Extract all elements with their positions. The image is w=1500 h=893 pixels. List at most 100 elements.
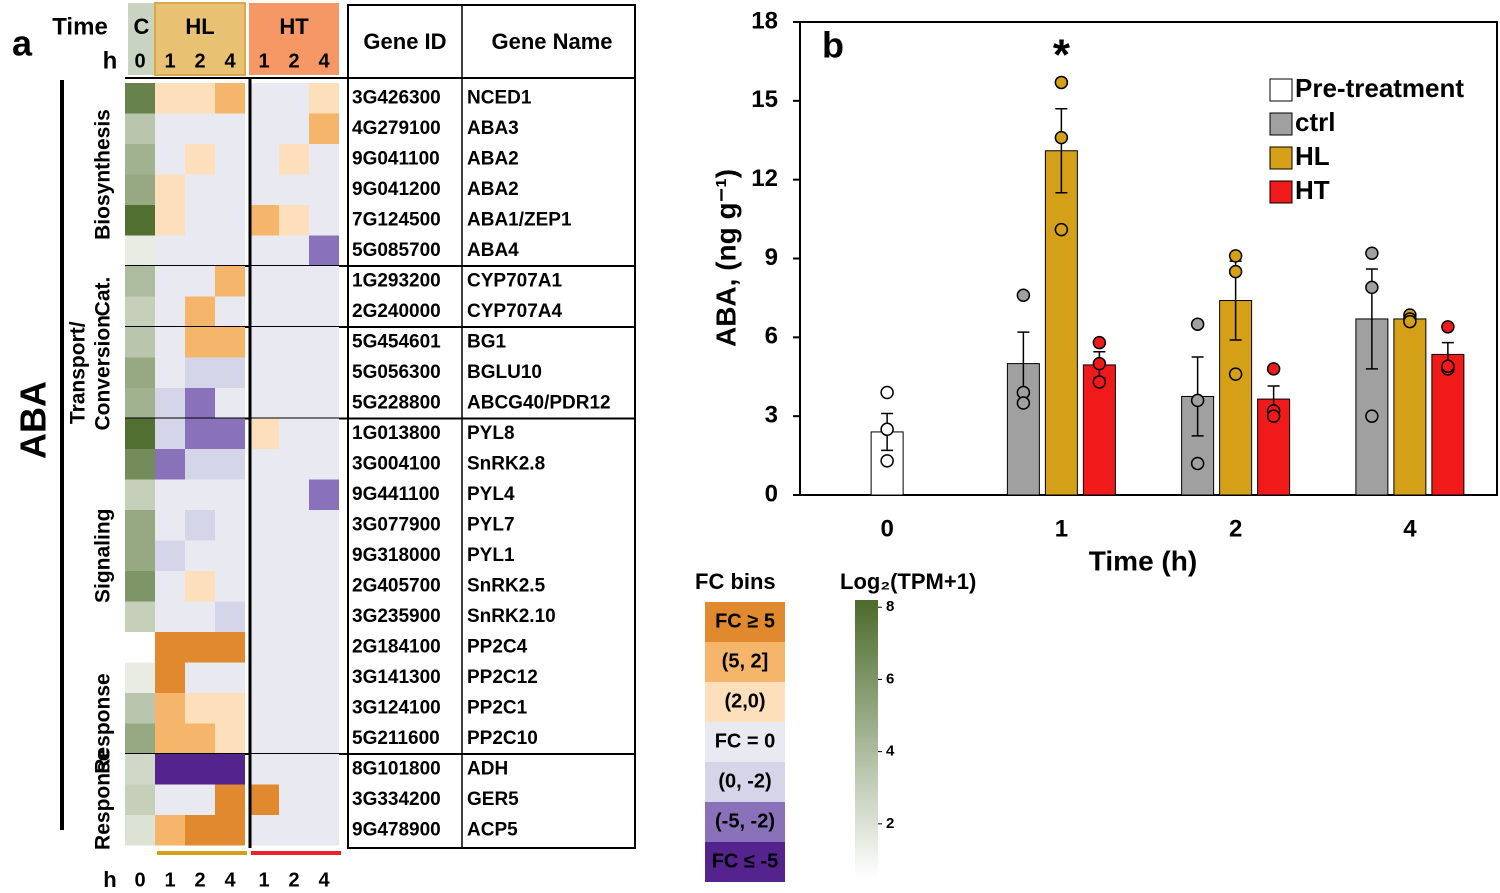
fc-cell (279, 540, 309, 571)
fc-cell (249, 449, 279, 480)
fc-cell (279, 327, 309, 358)
x-tick-label: 1 (1055, 515, 1068, 542)
gene-name: ABA1/ZEP1 (467, 209, 572, 230)
tpm-cell (125, 449, 155, 480)
fc-cell (249, 662, 279, 693)
fc-cell (215, 479, 245, 510)
fc-cell (215, 784, 245, 815)
legend-swatch (1269, 146, 1293, 170)
gene-name: ACP5 (467, 819, 518, 840)
gene-id: 2G405700 (352, 575, 441, 596)
data-point (1092, 375, 1107, 389)
fc-cell (249, 144, 279, 175)
fc-cell (279, 235, 309, 266)
gene-id: 1G293200 (352, 270, 441, 291)
fc-cell (215, 449, 245, 480)
data-point (1266, 409, 1281, 423)
fc-cell (309, 571, 339, 602)
y-tick-label: 15 (751, 86, 778, 113)
gene-name: PP2C10 (467, 728, 538, 749)
data-point (1365, 246, 1379, 260)
gene-id: 3G426300 (352, 87, 441, 108)
fc-cell (309, 418, 339, 449)
fc-cell (309, 205, 339, 236)
gene-name: PP2C12 (467, 667, 538, 688)
fc-cell (249, 266, 279, 297)
gene-id: 3G004100 (352, 453, 441, 474)
tpm-cell (125, 418, 155, 449)
fc-cell (155, 693, 185, 724)
fc-cell (279, 754, 309, 785)
data-point (880, 385, 894, 400)
data-point (1228, 264, 1243, 279)
fc-cell (215, 510, 245, 541)
fc-cell (215, 418, 245, 449)
fc-cell (279, 632, 309, 663)
fc-cell (309, 327, 339, 358)
gene-id: 3G124100 (352, 697, 441, 718)
fc-cell (279, 418, 309, 449)
fc-cell (249, 540, 279, 571)
fc-cell (185, 205, 215, 236)
fc-cell (309, 723, 339, 754)
fc-cell (155, 479, 185, 510)
group-label: Biosynthesis (92, 109, 115, 240)
fc-cell (155, 571, 185, 602)
group-label: Response (92, 673, 115, 773)
fc-cell (185, 418, 215, 449)
table-frame (347, 4, 636, 849)
fc-cell (309, 784, 339, 815)
legend-label: Pre-treatment (1295, 73, 1464, 103)
gene-id: 1G013800 (352, 423, 441, 444)
column-group-label: C (134, 14, 150, 39)
fc-cell (279, 113, 309, 144)
fc-cell (249, 754, 279, 785)
legend-swatch (705, 762, 785, 802)
fc-cell (279, 205, 309, 236)
y-tick-label: 12 (751, 165, 778, 192)
fc-cell (185, 83, 215, 114)
gene-name: GER5 (467, 789, 519, 810)
tpm-cell (125, 540, 155, 571)
legend-swatch (705, 602, 785, 642)
fc-cell (185, 632, 215, 663)
group-label: Cat. (92, 277, 115, 317)
column-label: 1 (164, 50, 175, 72)
fc-cell (215, 83, 245, 114)
fc-cell (309, 113, 339, 144)
gene-id: 3G334200 (352, 789, 441, 810)
legend-label: (2,0) (724, 690, 765, 712)
data-point (1016, 396, 1031, 410)
fc-cell (215, 327, 245, 358)
fc-cell (249, 296, 279, 327)
gene-name: BGLU10 (467, 362, 542, 383)
data-point (1228, 249, 1243, 263)
fc-cell (279, 510, 309, 541)
gene-name: ABCG40/PDR12 (467, 392, 611, 413)
gene-id: 7G124500 (352, 209, 441, 230)
column-group-label: HT (279, 14, 309, 39)
fc-cell (215, 632, 245, 663)
fc-cell (279, 601, 309, 632)
fc-cell (279, 174, 309, 205)
gene-name: NCED1 (467, 87, 532, 108)
tpm-cell (125, 571, 155, 602)
bottom-axis-label: h (103, 867, 116, 892)
fc-cell (249, 510, 279, 541)
fc-cell (215, 601, 245, 632)
tpm-cell (125, 784, 155, 815)
fc-cell (309, 449, 339, 480)
fc-cell (215, 571, 245, 602)
fc-cell (155, 418, 185, 449)
data-point (1365, 280, 1379, 295)
fc-cell (309, 357, 339, 388)
fc-cell (249, 601, 279, 632)
gene-name: CYP707A1 (467, 270, 562, 291)
fc-cell (155, 388, 185, 419)
fc-cell (279, 144, 309, 175)
gene-id: 3G235900 (352, 606, 441, 627)
title: ABA (13, 381, 54, 459)
fc-cell (249, 693, 279, 724)
gene-name: BG1 (467, 331, 507, 352)
gene-id: 5G056300 (352, 362, 441, 383)
